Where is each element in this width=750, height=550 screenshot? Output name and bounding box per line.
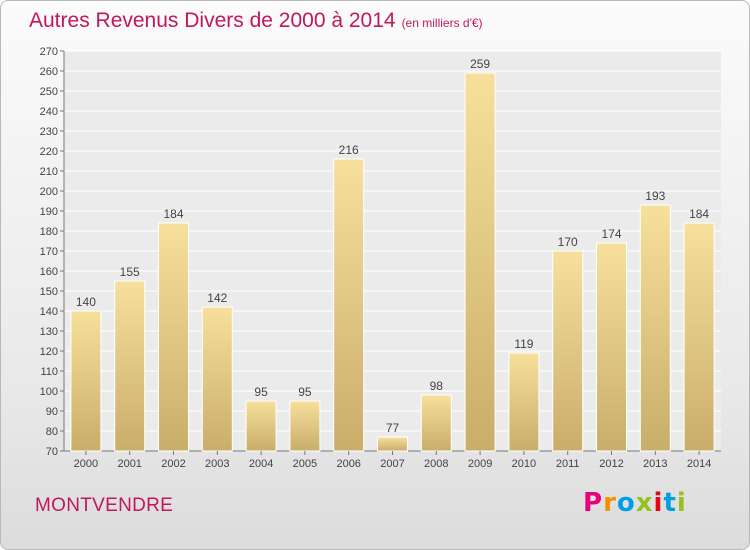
x-tick-label-2001: 2001 <box>117 458 141 470</box>
value-label-2006: 216 <box>339 143 359 157</box>
y-tick-label: 150 <box>40 286 58 298</box>
bar-2011 <box>552 250 584 452</box>
value-label-2008: 98 <box>430 379 444 393</box>
x-tick-label-2006: 2006 <box>336 458 360 470</box>
bar-2013 <box>639 204 671 452</box>
bar-2003 <box>201 306 233 452</box>
bar-2008 <box>420 394 452 452</box>
value-label-2012: 174 <box>601 227 621 241</box>
value-label-2001: 155 <box>120 265 140 279</box>
y-tick-label: 240 <box>40 106 58 118</box>
y-tick-label: 230 <box>40 126 58 138</box>
bar-2009 <box>464 72 496 452</box>
proxiti-logo: Proxiti <box>583 488 687 518</box>
x-tick-label-2003: 2003 <box>205 458 229 470</box>
y-tick-label: 180 <box>40 226 58 238</box>
y-tick-label: 80 <box>46 426 58 438</box>
x-tick-label-2011: 2011 <box>556 458 580 470</box>
bar-2010 <box>508 352 540 452</box>
chart-title: Autres Revenus Divers de 2000 à 2014 (en … <box>29 9 483 32</box>
y-tick-label: 100 <box>40 386 58 398</box>
chart-subtitle: (en milliers d'€) <box>401 16 483 30</box>
x-tick-label-2012: 2012 <box>599 458 623 470</box>
value-label-2000: 140 <box>76 295 96 309</box>
y-tick-label: 90 <box>46 406 58 418</box>
x-tick-label-2007: 2007 <box>380 458 404 470</box>
x-tick-label-2002: 2002 <box>161 458 185 470</box>
bar-2014 <box>683 222 715 452</box>
y-tick-label: 170 <box>40 246 58 258</box>
bar-2012 <box>596 242 627 452</box>
x-tick-label-2009: 2009 <box>468 458 492 470</box>
value-label-2005: 95 <box>298 385 312 399</box>
bar-2007 <box>377 436 408 452</box>
value-label-2004: 95 <box>254 385 268 399</box>
value-label-2003: 142 <box>207 291 227 305</box>
y-tick-label: 160 <box>40 266 58 278</box>
bar-2004 <box>245 400 277 452</box>
x-tick-label-2013: 2013 <box>643 458 667 470</box>
bar-2006 <box>333 158 365 452</box>
x-tick-label-2008: 2008 <box>424 458 448 470</box>
value-label-2011: 170 <box>558 235 578 249</box>
value-label-2002: 184 <box>163 207 183 221</box>
y-tick-label: 250 <box>40 86 58 98</box>
bar-2005 <box>289 400 321 452</box>
value-label-2013: 193 <box>645 189 665 203</box>
y-tick-label: 110 <box>40 366 58 378</box>
y-tick-label: 130 <box>40 326 58 338</box>
x-tick-label-2000: 2000 <box>74 458 98 470</box>
x-tick-label-2014: 2014 <box>687 458 711 470</box>
value-label-2014: 184 <box>689 207 709 221</box>
y-tick-label: 120 <box>40 346 58 358</box>
x-tick-label-2005: 2005 <box>293 458 317 470</box>
y-tick-label: 200 <box>40 186 58 198</box>
bar-2000 <box>70 310 102 452</box>
bar-2002 <box>158 222 189 452</box>
x-tick-label-2004: 2004 <box>249 458 273 470</box>
x-tick-label-2010: 2010 <box>512 458 536 470</box>
value-label-2009: 259 <box>470 57 490 71</box>
y-tick-label: 270 <box>40 46 58 58</box>
value-label-2010: 119 <box>514 337 533 351</box>
y-tick-label: 70 <box>46 446 58 458</box>
y-tick-label: 220 <box>40 146 58 158</box>
y-tick-label: 190 <box>40 206 58 218</box>
y-tick-label: 260 <box>40 66 58 78</box>
bar-2001 <box>114 280 146 452</box>
y-tick-label: 210 <box>40 166 58 178</box>
value-label-2007: 77 <box>386 421 400 435</box>
y-tick-label: 140 <box>40 306 58 318</box>
location-label: MONTVENDRE <box>35 495 174 516</box>
